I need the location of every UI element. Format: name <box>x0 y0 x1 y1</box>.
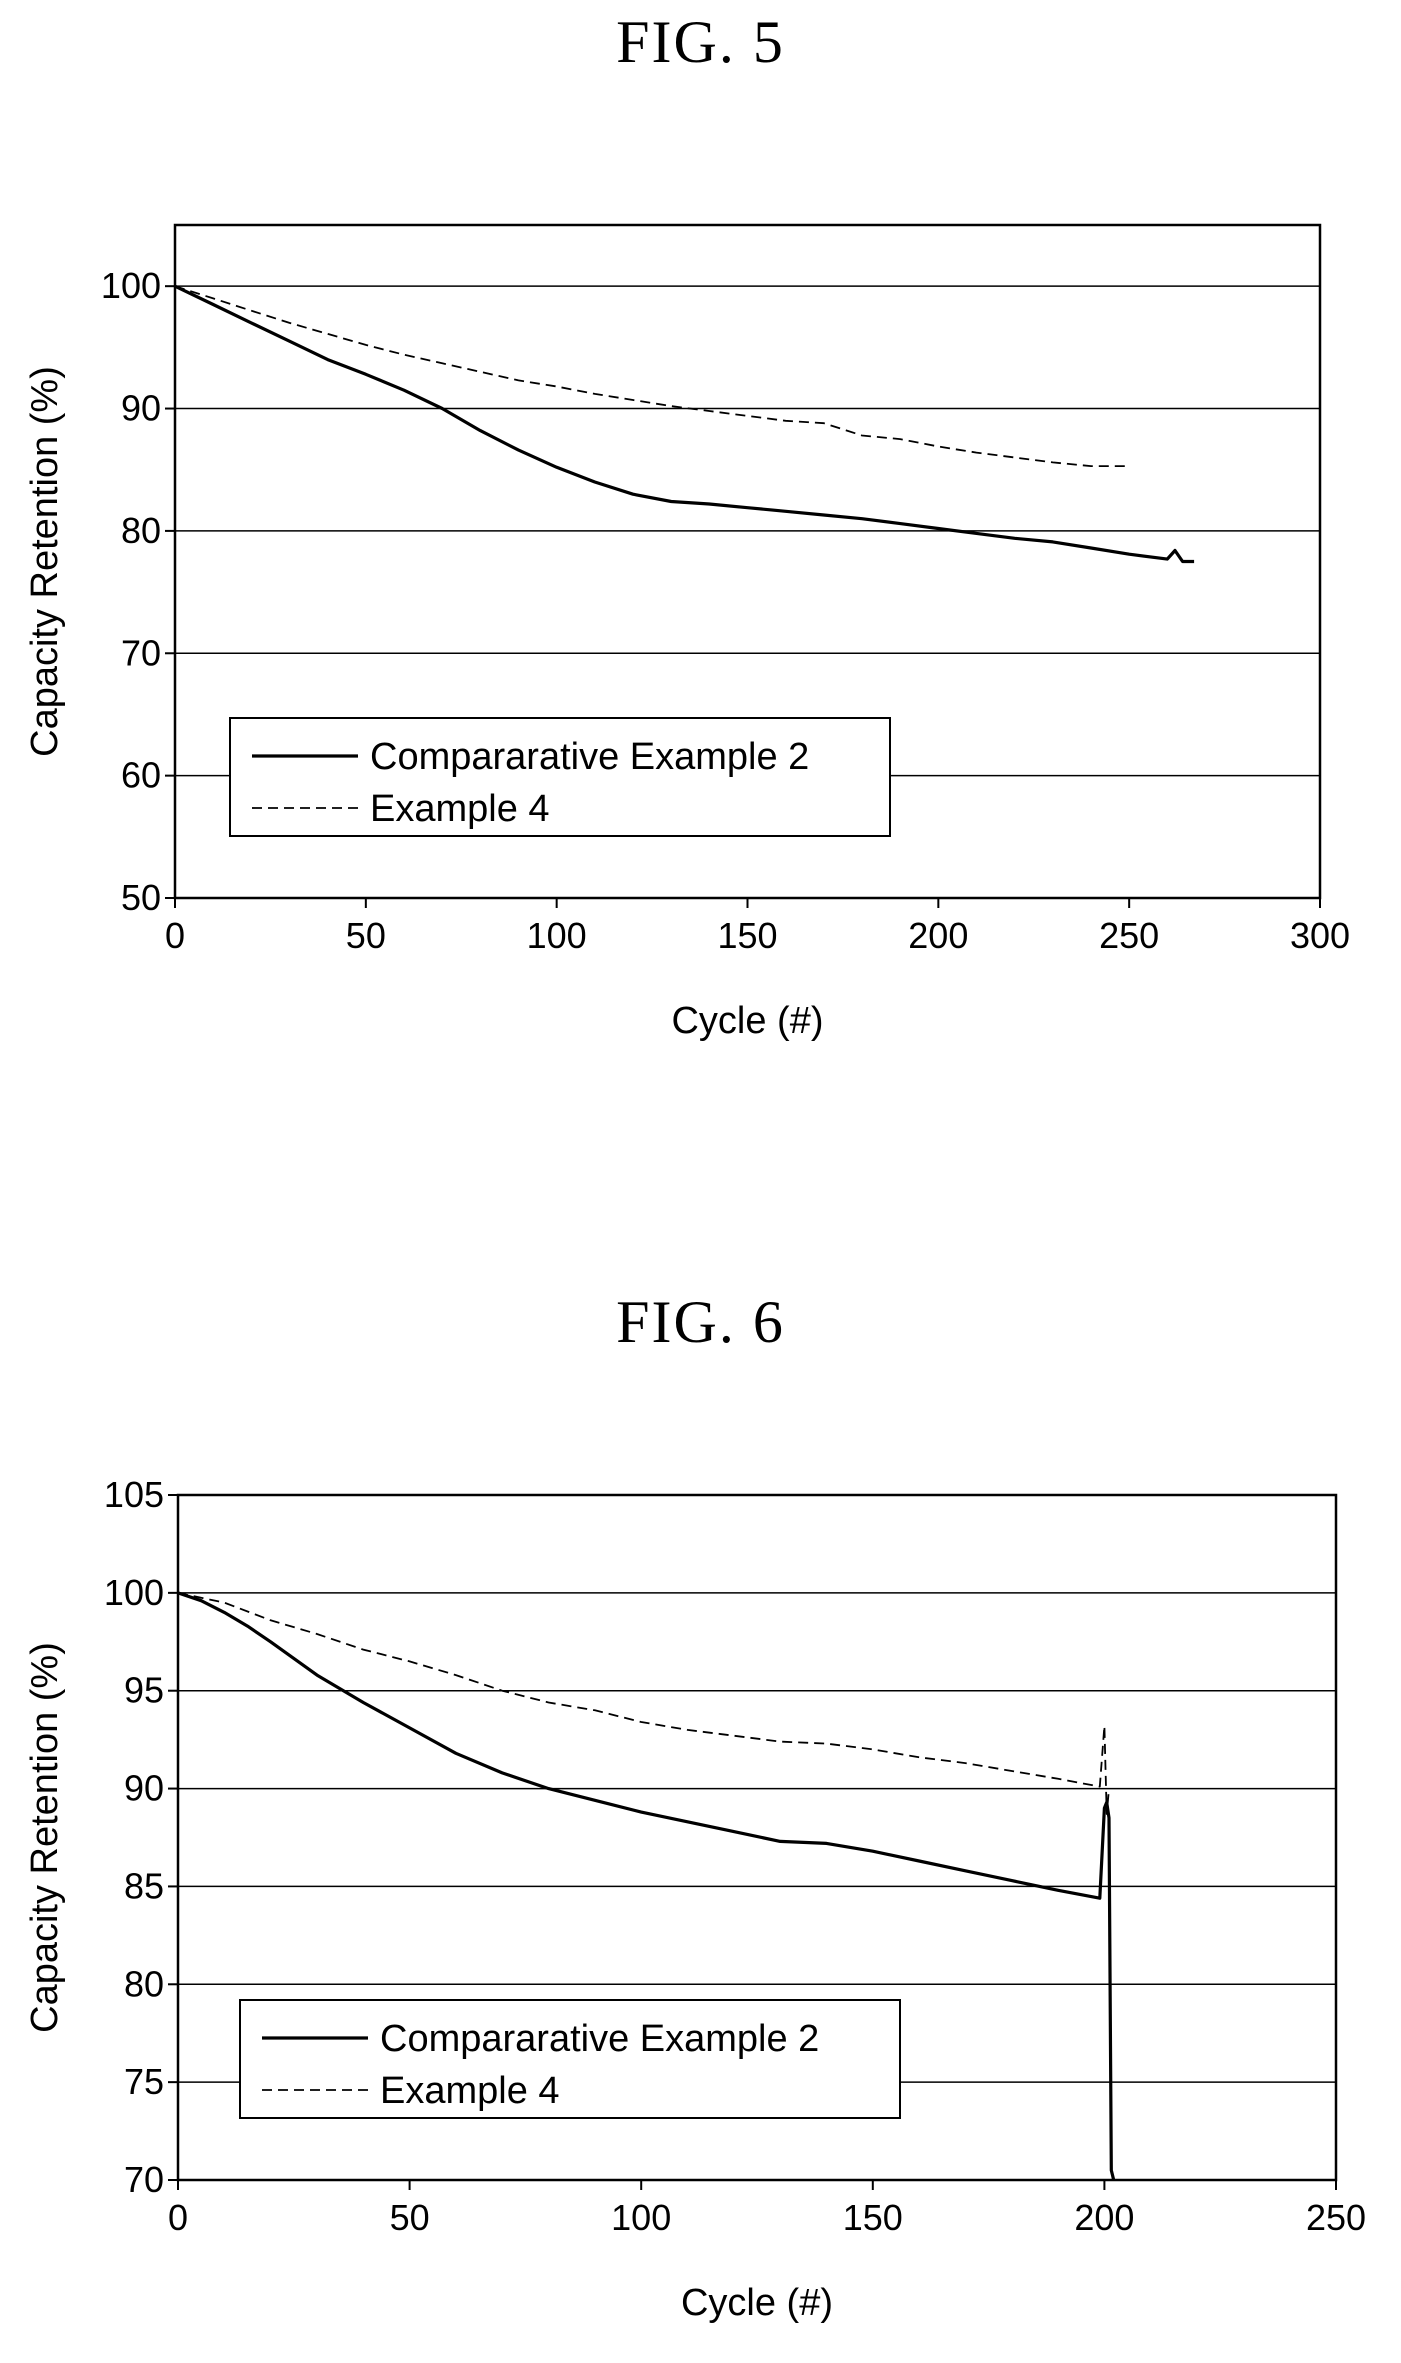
fig6-y-tick-label: 95 <box>124 1670 164 1711</box>
fig6-legend-label: Compararative Example 2 <box>380 2018 819 2060</box>
fig5-x-tick-label: 300 <box>1290 915 1350 956</box>
fig6-y-axis-label: Capacity Retention (%) <box>24 1642 66 2033</box>
fig6-chart: 70 75 80 85 90 95 100 105 0 50 100 150 200 250 Cycle (… <box>24 1474 1366 2324</box>
fig5-legend-label: Example 4 <box>370 788 550 830</box>
fig5-y-tick-label: 100 <box>101 265 161 306</box>
fig5-y-tick-label: 90 <box>121 388 161 429</box>
fig6-y-tick-label: 85 <box>124 1865 164 1906</box>
fig6-legend-label: Example 4 <box>380 2070 560 2112</box>
fig6-x-axis-label: Cycle (#) <box>681 2282 833 2324</box>
fig6-y-tick-label: 80 <box>124 1963 164 2004</box>
fig6-x-tick-label: 150 <box>843 2197 903 2238</box>
fig5-legend-box <box>229 717 891 837</box>
fig6-x-tick-label: 100 <box>611 2197 671 2238</box>
fig6-title: FIG. 6 <box>616 1289 785 1355</box>
fig6-x-tick-label: 0 <box>168 2197 188 2238</box>
fig5-y-tick-label: 50 <box>121 877 161 918</box>
fig6-y-tick-label: 70 <box>124 2159 164 2200</box>
fig6-y-tick-label: 75 <box>124 2061 164 2102</box>
fig6-x-tick-label: 200 <box>1074 2197 1134 2238</box>
fig5-x-axis-label: Cycle (#) <box>671 1000 823 1042</box>
fig5-series-example-4-line <box>174 285 1130 468</box>
fig5-x-tick-label: 150 <box>717 915 777 956</box>
fig6-series-comparative-example-2-line <box>177 1591 1116 2181</box>
fig5-x-tick-label: 0 <box>165 915 185 956</box>
fig5-legend-label: Compararative Example 2 <box>370 736 809 778</box>
fig6-y-tick-label: 100 <box>104 1572 164 1613</box>
fig5-x-tick-label: 100 <box>527 915 587 956</box>
fig6-y-tick-label: 90 <box>124 1768 164 1809</box>
fig5-y-tick-label: 70 <box>121 632 161 673</box>
fig6-x-tick-label: 250 <box>1306 2197 1366 2238</box>
fig6-plot-frame <box>176 1493 1338 2182</box>
fig5-x-tick-label: 200 <box>908 915 968 956</box>
fig5-y-axis-label: Capacity Retention (%) <box>24 366 66 757</box>
fig5-y-tick-label: 60 <box>121 755 161 796</box>
fig5-x-tick-label: 250 <box>1099 915 1159 956</box>
fig5-x-tick-label: 50 <box>346 915 386 956</box>
fig6-y-tick-label: 105 <box>104 1474 164 1515</box>
fig6-legend-box <box>239 1999 901 2119</box>
fig5-series-comparative-example-2-line <box>174 284 1195 564</box>
fig5-title: FIG. 5 <box>616 9 785 75</box>
fig6-series-example-4-line <box>177 1592 1110 1815</box>
fig6-x-tick-label: 50 <box>390 2197 430 2238</box>
fig5-y-tick-label: 80 <box>121 510 161 551</box>
